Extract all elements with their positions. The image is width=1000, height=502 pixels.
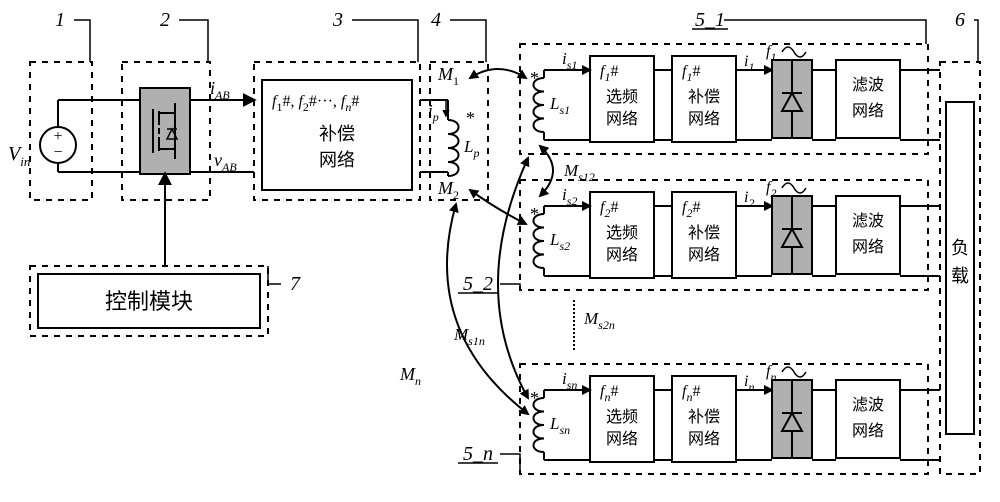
- svg-text:*: *: [466, 108, 475, 128]
- svg-text:*: *: [530, 204, 539, 224]
- svg-text:+: +: [53, 128, 62, 145]
- svg-text:f2#: f2#: [600, 199, 618, 220]
- svg-text:补偿: 补偿: [319, 124, 355, 144]
- svg-text:Mn: Mn: [399, 364, 421, 388]
- svg-text:载: 载: [951, 266, 969, 286]
- svg-text:7: 7: [290, 273, 301, 295]
- svg-text:is2: is2: [562, 185, 577, 208]
- svg-text:Ls1: Ls1: [549, 94, 570, 117]
- svg-text:4: 4: [431, 9, 441, 31]
- svg-text:fn: fn: [766, 363, 776, 384]
- svg-text:*: *: [530, 68, 539, 88]
- svg-text:f1: f1: [766, 43, 776, 64]
- svg-text:fn#: fn#: [600, 383, 618, 404]
- svg-text:Ls2: Ls2: [549, 230, 570, 253]
- svg-text:f1#, f2#···, fn#: f1#, f2#···, fn#: [272, 93, 359, 114]
- svg-text:网络: 网络: [319, 150, 355, 170]
- svg-text:控制模块: 控制模块: [105, 289, 193, 314]
- svg-text:Ms1n: Ms1n: [453, 325, 485, 348]
- svg-text:*: *: [530, 388, 539, 408]
- svg-text:Lsn: Lsn: [549, 414, 570, 437]
- diagram-root: +−Vin1iABvAB2f1#, f2#···, fn#补偿网络3*M1M2i…: [0, 0, 1000, 502]
- svg-text:负: 负: [951, 238, 969, 258]
- svg-text:1: 1: [55, 9, 65, 31]
- svg-text:网络: 网络: [852, 101, 884, 120]
- svg-text:Ms2n: Ms2n: [583, 309, 615, 332]
- svg-text:5_2: 5_2: [463, 273, 493, 295]
- svg-text:网络: 网络: [688, 429, 720, 448]
- svg-text:网络: 网络: [606, 109, 638, 128]
- svg-text:3: 3: [332, 9, 343, 31]
- svg-text:Ms12: Ms12: [563, 161, 595, 184]
- svg-text:f2#: f2#: [682, 199, 700, 220]
- svg-text:f2: f2: [766, 179, 776, 200]
- svg-text:f1#: f1#: [682, 63, 700, 84]
- svg-text:iAB: iAB: [210, 78, 230, 102]
- svg-text:Lp: Lp: [463, 137, 479, 160]
- svg-text:M1: M1: [437, 64, 459, 88]
- svg-text:−: −: [53, 144, 62, 161]
- svg-text:2: 2: [160, 9, 170, 31]
- svg-text:滤波: 滤波: [852, 396, 884, 414]
- svg-text:补偿: 补偿: [688, 224, 720, 242]
- svg-text:f1#: f1#: [600, 63, 618, 84]
- svg-text:ip: ip: [428, 101, 439, 124]
- svg-text:M2: M2: [437, 178, 459, 202]
- svg-text:网络: 网络: [606, 429, 638, 448]
- svg-text:5_n: 5_n: [463, 443, 493, 465]
- svg-text:网络: 网络: [688, 109, 720, 128]
- svg-text:滤波: 滤波: [852, 212, 884, 230]
- svg-text:选频: 选频: [606, 88, 638, 106]
- svg-text:5_1: 5_1: [695, 9, 725, 31]
- svg-text:滤波: 滤波: [852, 76, 884, 94]
- svg-text:补偿: 补偿: [688, 408, 720, 426]
- svg-text:fn#: fn#: [682, 383, 700, 404]
- svg-text:vAB: vAB: [214, 150, 237, 174]
- svg-text:网络: 网络: [606, 245, 638, 264]
- svg-text:网络: 网络: [688, 245, 720, 264]
- svg-text:补偿: 补偿: [688, 88, 720, 106]
- svg-text:6: 6: [955, 9, 965, 31]
- svg-text:选频: 选频: [606, 408, 638, 426]
- svg-text:isn: isn: [562, 369, 577, 392]
- svg-text:Vin: Vin: [8, 143, 30, 169]
- svg-text:网络: 网络: [852, 421, 884, 440]
- svg-text:网络: 网络: [852, 237, 884, 256]
- svg-text:选频: 选频: [606, 224, 638, 242]
- svg-text:is1: is1: [562, 49, 577, 72]
